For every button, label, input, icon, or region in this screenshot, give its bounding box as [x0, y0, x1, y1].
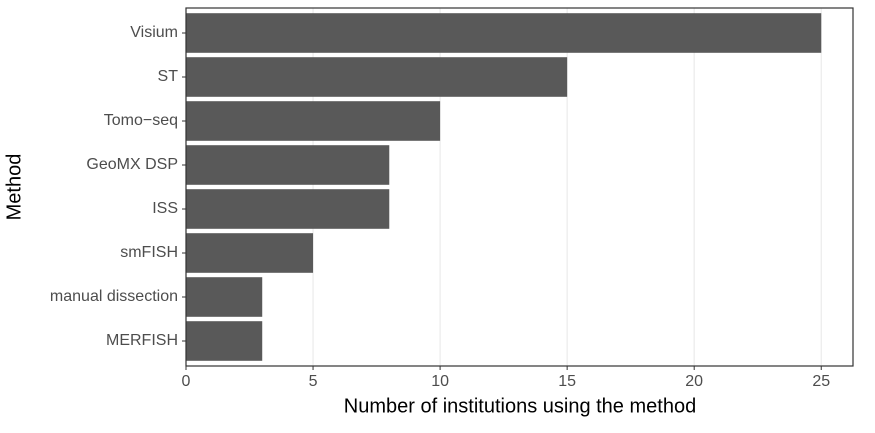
bar	[186, 101, 441, 141]
y-tick-label: MERFISH	[106, 332, 178, 349]
x-tick-label: 5	[309, 373, 318, 390]
y-axis-title: Method	[3, 154, 25, 221]
y-tick-label: smFISH	[120, 244, 178, 261]
bar	[186, 57, 568, 97]
x-tick-label: 0	[182, 373, 191, 390]
y-tick-label: Tomo−seq	[104, 112, 178, 129]
plot-border	[185, 7, 854, 367]
x-tick-label: 10	[431, 373, 449, 390]
bar	[186, 277, 263, 317]
y-tick-label: GeoMX DSP	[86, 156, 178, 173]
y-tick-label: ST	[158, 68, 179, 85]
y-tick-label: manual dissection	[50, 288, 178, 305]
bar	[186, 321, 263, 361]
bar	[186, 13, 822, 53]
bar	[186, 145, 390, 185]
x-tick-label: 20	[685, 373, 703, 390]
y-tick-label: ISS	[152, 200, 178, 217]
bar	[186, 233, 314, 273]
bar	[186, 189, 390, 229]
x-tick-label: 15	[558, 373, 576, 390]
x-axis-title: Number of institutions using the method	[344, 395, 696, 417]
x-tick-label: 25	[812, 373, 830, 390]
y-tick-label: Visium	[130, 24, 178, 41]
